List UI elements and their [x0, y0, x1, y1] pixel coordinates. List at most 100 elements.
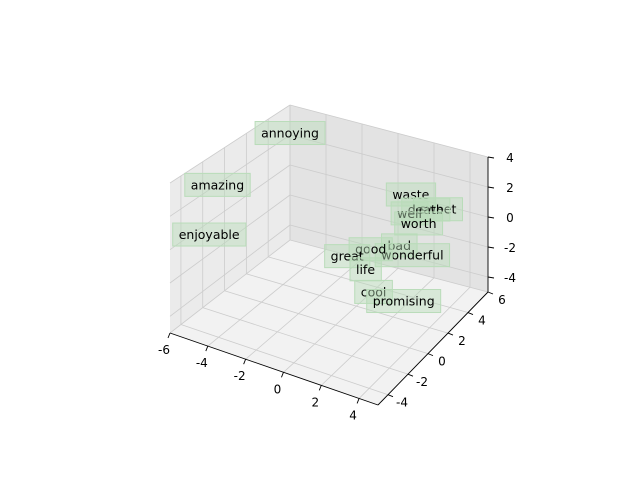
word-label: death	[408, 202, 444, 217]
grid-line	[169, 224, 291, 317]
grid-line	[289, 239, 489, 293]
grid-line	[169, 194, 291, 284]
z-tick-label: 2	[506, 181, 514, 195]
z-tick-label: 0	[506, 211, 514, 225]
word-label-box	[354, 279, 393, 304]
y-tick	[407, 373, 414, 377]
word-point: well	[390, 201, 429, 226]
word-label: wonderful	[381, 248, 443, 263]
grid-line	[289, 134, 489, 188]
y-tick	[447, 332, 454, 336]
z-tick	[487, 246, 495, 249]
grid-line	[202, 307, 409, 375]
y-tick	[487, 291, 494, 295]
data-labels: annoyingamazingwastesweetdeathwellworthb…	[172, 121, 463, 314]
grid-line	[358, 286, 471, 399]
word-label-box	[394, 211, 444, 236]
word-point: cool	[354, 279, 393, 304]
y-tick-label: 0	[438, 355, 446, 369]
y-tick	[467, 312, 474, 315]
grid-line	[169, 134, 291, 217]
word-point: amazing	[184, 172, 251, 197]
word-label-box	[254, 121, 326, 146]
grid-line	[169, 164, 291, 250]
left-pane	[170, 105, 290, 333]
y-tick	[427, 353, 434, 357]
x-tick	[167, 332, 171, 339]
grid-lines	[169, 104, 489, 399]
word-label-box	[366, 289, 442, 314]
word-label: promising	[373, 294, 435, 309]
word-point: wonderful	[374, 243, 451, 268]
word-label: annoying	[261, 126, 319, 141]
word-label: life	[356, 262, 375, 277]
word-label: bad	[388, 238, 412, 253]
word-label-box	[381, 233, 418, 258]
word-label-box	[401, 197, 451, 222]
grid-line	[268, 256, 469, 313]
grid-line	[169, 104, 291, 184]
word-label: enjoyable	[179, 227, 240, 242]
grid-line	[289, 104, 489, 158]
grid-line	[180, 324, 389, 396]
word-point: good	[348, 237, 393, 262]
grid-line	[289, 164, 489, 218]
z-tick-label: -4	[504, 271, 516, 285]
word-point: promising	[366, 289, 442, 314]
word-point: bad	[381, 233, 418, 258]
x-tick-label: 0	[274, 382, 282, 396]
x-tick-label: -6	[158, 343, 170, 357]
word-label-box	[390, 201, 429, 226]
y-axis-line	[377, 291, 489, 406]
grid-line	[246, 273, 449, 334]
grid-line	[289, 194, 489, 248]
y-tick-label: 4	[478, 314, 486, 328]
x-tick	[356, 398, 360, 404]
x-tick-label: 4	[349, 408, 357, 422]
grid-line	[320, 277, 435, 386]
word-label-box	[184, 172, 251, 197]
z-tick	[487, 156, 495, 159]
word-point: death	[401, 197, 451, 222]
grid-line	[169, 239, 291, 334]
x-tick	[281, 372, 284, 378]
x-tick	[318, 385, 322, 391]
axis-lines	[167, 156, 495, 406]
x-tick	[243, 359, 247, 365]
floor-pane	[170, 240, 488, 405]
word-point: great	[324, 244, 371, 269]
z-tick	[487, 276, 495, 279]
word-label-box	[324, 244, 371, 269]
z-tick	[487, 186, 495, 189]
word-point: annoying	[254, 121, 326, 146]
word-point: enjoyable	[172, 222, 247, 247]
word-label-box	[385, 182, 437, 207]
axes-panes	[170, 105, 488, 405]
word-label: great	[331, 249, 364, 264]
word-label: well	[397, 206, 422, 221]
word-label-box	[172, 222, 247, 247]
y-tick	[387, 394, 394, 398]
z-tick-label: -2	[504, 241, 516, 255]
x-tick-label: -2	[234, 369, 246, 383]
z-tick-label: 4	[506, 151, 514, 165]
word-label: amazing	[191, 177, 244, 192]
word-label: sweet	[419, 202, 456, 217]
x-tick	[205, 345, 209, 352]
x-tick-label: -4	[196, 356, 208, 370]
y-tick-label: -2	[416, 375, 428, 389]
word-label: good	[355, 242, 386, 257]
z-tick	[487, 216, 495, 219]
word-point: worth	[394, 211, 444, 236]
grid-line	[224, 290, 429, 355]
right-pane	[290, 105, 488, 292]
word-label-box	[348, 237, 393, 262]
grid-line	[289, 224, 489, 278]
y-tick-label: 6	[498, 293, 506, 307]
x-tick-label: 2	[311, 395, 319, 409]
word-label: worth	[401, 216, 437, 231]
word-label-box	[374, 243, 451, 268]
grid-line	[245, 258, 363, 360]
